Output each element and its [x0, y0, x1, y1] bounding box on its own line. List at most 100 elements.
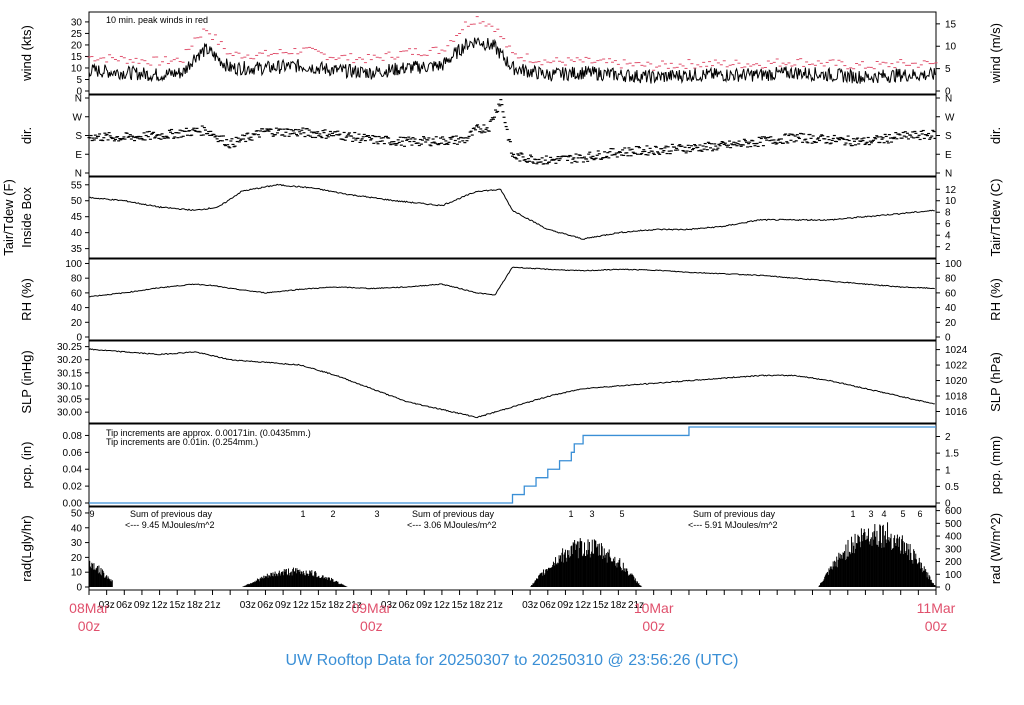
rad-sum-label: Sum of previous day: [412, 509, 495, 519]
rh-right-tick-label: 40: [945, 303, 957, 314]
temp-right-tick-label: 12: [945, 185, 957, 196]
hour-label: 15z: [169, 600, 185, 611]
hour-label: 03z: [99, 600, 115, 611]
hour-label: 21z: [628, 600, 644, 611]
hour-label: 12z: [434, 600, 450, 611]
hour-label: 06z: [116, 600, 132, 611]
rad-left-tick-label: 40: [71, 523, 83, 534]
rad-ylabel-left: rad(Lgly/hr): [19, 515, 34, 581]
hour-label: 15z: [310, 600, 326, 611]
rad-hour-mark: 6: [917, 509, 922, 519]
rh-left-tick-label: 40: [71, 303, 83, 314]
rh-right-tick-label: 20: [945, 318, 957, 329]
day-label-hour: 00z: [78, 618, 101, 634]
dir-left-tick-label: S: [75, 131, 82, 142]
slp-left-tick-label: 30.20: [57, 355, 82, 366]
rad-hour-mark: 1: [568, 509, 573, 519]
slp-right-tick-label: 1016: [945, 407, 968, 418]
dir-ylabel-right: dir.: [988, 127, 1003, 144]
temp-frame: [88, 176, 937, 259]
pcp-annotation-blue: Tip increments are 0.01in. (0.254mm.): [106, 437, 258, 447]
hour-label: 09z: [416, 600, 432, 611]
rad-hour-mark: 1: [300, 509, 305, 519]
hour-label: 09z: [557, 600, 573, 611]
wind-right-tick-label: 0: [945, 87, 951, 98]
temp-left-tick-label: 40: [71, 228, 83, 239]
hour-label: 21z: [346, 600, 362, 611]
wind-ylabel-right: wind (m/s): [988, 23, 1003, 84]
wind-left-tick-label: 30: [71, 17, 83, 28]
rad-left-tick-label: 30: [71, 538, 83, 549]
pcp-ylabel-left: pcp. (in): [19, 442, 34, 489]
rh-left-tick-label: 20: [71, 318, 83, 329]
dir-left-tick-label: N: [75, 169, 82, 180]
slp-left-tick-label: 30.00: [57, 408, 82, 419]
precip-step-line: [89, 426, 936, 504]
pcp-ylabel-right: pcp. (mm): [988, 436, 1003, 495]
wind-annotation: 10 min. peak winds in red: [106, 15, 208, 25]
rad-ylabel-right: rad (W/m^2): [988, 513, 1003, 584]
slp-right-tick-label: 1020: [945, 376, 968, 387]
slp-ylabel-right: SLP (hPa): [988, 352, 1003, 412]
slp-left-tick-label: 30.25: [57, 342, 82, 353]
temp-right-tick-label: 6: [945, 219, 951, 230]
wind-left-tick-label: 10: [71, 63, 83, 74]
pcp-right-tick-label: 0.5: [945, 482, 959, 493]
pcp-right-tick-label: 1: [945, 465, 951, 476]
rh-ylabel-right: RH (%): [988, 278, 1003, 321]
rad-hour-mark: 2: [330, 509, 335, 519]
dir-right-tick-label: N: [945, 94, 952, 105]
day-label-hour: 00z: [925, 618, 948, 634]
hour-label: 18z: [610, 600, 626, 611]
day-label-hour: 00z: [360, 618, 383, 634]
temperature-line: [89, 183, 935, 240]
pcp-panel: 0.00 0.02 0.04 0.06 0.08 pcp. (in) pcp. (mm) 0 0…: [19, 423, 1003, 510]
rad-right-tick-label: 0: [945, 583, 951, 594]
rh-left-tick-label: 80: [71, 274, 83, 285]
wind-left-tick-label: 25: [71, 29, 83, 40]
pcp-left-tick-label: 0.04: [63, 465, 83, 476]
rh-right-tick-label: 60: [945, 288, 957, 299]
day-label: 08Mar: [69, 600, 109, 616]
slp-left-tick-label: 30.10: [57, 381, 82, 392]
rad-right-tick-label: 100: [945, 570, 962, 581]
wind-speed-line: [88, 37, 936, 85]
pcp-left-tick-label: 0.06: [63, 448, 83, 459]
rad-right-tick-label: 400: [945, 532, 962, 543]
rad-left-tick-label: 20: [71, 553, 83, 564]
hour-label: 18z: [328, 600, 344, 611]
hour-label: 06z: [399, 600, 415, 611]
hour-label: 12z: [152, 600, 168, 611]
rh-right-tick-label: 0: [945, 333, 951, 344]
pcp-right-tick-label: 2: [945, 432, 951, 443]
rad-right-tick-label: 200: [945, 557, 962, 568]
dir-right-tick-label: E: [945, 150, 952, 161]
rad-hour-mark: 1: [850, 509, 855, 519]
pressure-line: [88, 348, 935, 419]
wind-ylabel-left: wind (kts): [19, 25, 34, 82]
slp-ylabel-left: SLP (inHg): [19, 350, 34, 413]
hour-label: 09z: [134, 600, 150, 611]
time-axis: 03z 06z 09z 12z 15z 18z 21z 03z 06z 09z 12z 15z 18z 2…: [69, 590, 956, 634]
day-label: 09Mar: [351, 600, 391, 616]
hour-label: 18z: [469, 600, 485, 611]
hour-label: 06z: [257, 600, 273, 611]
wind-right-tick-label: 15: [945, 19, 957, 30]
dir-ylabel-left: dir.: [19, 127, 34, 144]
rad-left-tick-label: 10: [71, 568, 83, 579]
dir-left-tick-label: N: [75, 94, 82, 105]
temp-ylabel-left: Inside Box: [19, 187, 34, 248]
rh-left-tick-label: 60: [71, 288, 83, 299]
temp-left-tick-label: 55: [71, 180, 83, 191]
rh-ylabel-left: RH (%): [19, 278, 34, 321]
slp-right-tick-label: 1018: [945, 392, 968, 403]
rad-sum-label: Sum of previous day: [130, 509, 213, 519]
hour-label: 12z: [575, 600, 591, 611]
hour-label: 21z: [487, 600, 503, 611]
rad-right-tick-label: 500: [945, 519, 962, 530]
hour-label: 09z: [275, 600, 291, 611]
rad-left-tick-label: 0: [76, 583, 82, 594]
